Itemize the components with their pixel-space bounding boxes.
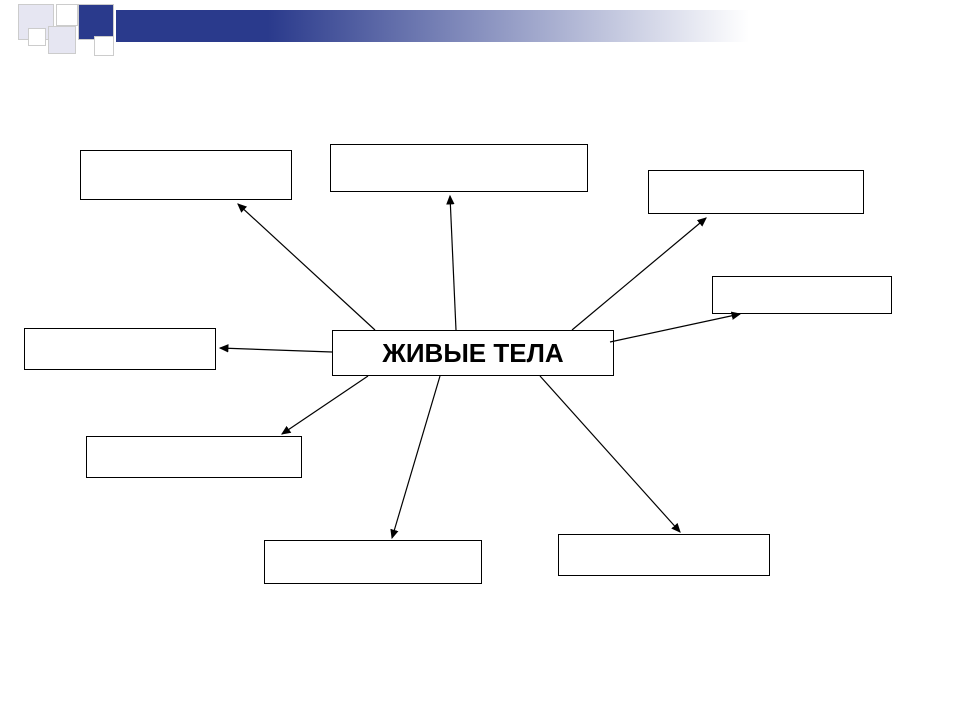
header-square bbox=[78, 4, 114, 40]
diagram-edge bbox=[238, 204, 375, 330]
diagram-node bbox=[86, 436, 302, 478]
center-node: ЖИВЫЕ ТЕЛА bbox=[332, 330, 614, 376]
header-square bbox=[28, 28, 46, 46]
diagram-edge bbox=[220, 348, 332, 352]
diagram-node bbox=[264, 540, 482, 584]
header-decoration bbox=[0, 0, 960, 48]
diagram-edge bbox=[572, 218, 706, 330]
diagram-node bbox=[80, 150, 292, 200]
diagram-edge bbox=[610, 314, 740, 342]
diagram-edge bbox=[540, 376, 680, 532]
diagram-edge bbox=[282, 376, 368, 434]
diagram-node bbox=[558, 534, 770, 576]
diagram-edge bbox=[450, 196, 456, 330]
center-node-label: ЖИВЫЕ ТЕЛА bbox=[382, 338, 563, 369]
diagram-node bbox=[24, 328, 216, 370]
header-square bbox=[94, 36, 114, 56]
header-square bbox=[56, 4, 78, 26]
diagram-node bbox=[712, 276, 892, 314]
diagram-node bbox=[330, 144, 588, 192]
header-square bbox=[48, 26, 76, 54]
header-gradient-bar bbox=[116, 10, 960, 42]
diagram-edge bbox=[392, 376, 440, 538]
diagram-node bbox=[648, 170, 864, 214]
